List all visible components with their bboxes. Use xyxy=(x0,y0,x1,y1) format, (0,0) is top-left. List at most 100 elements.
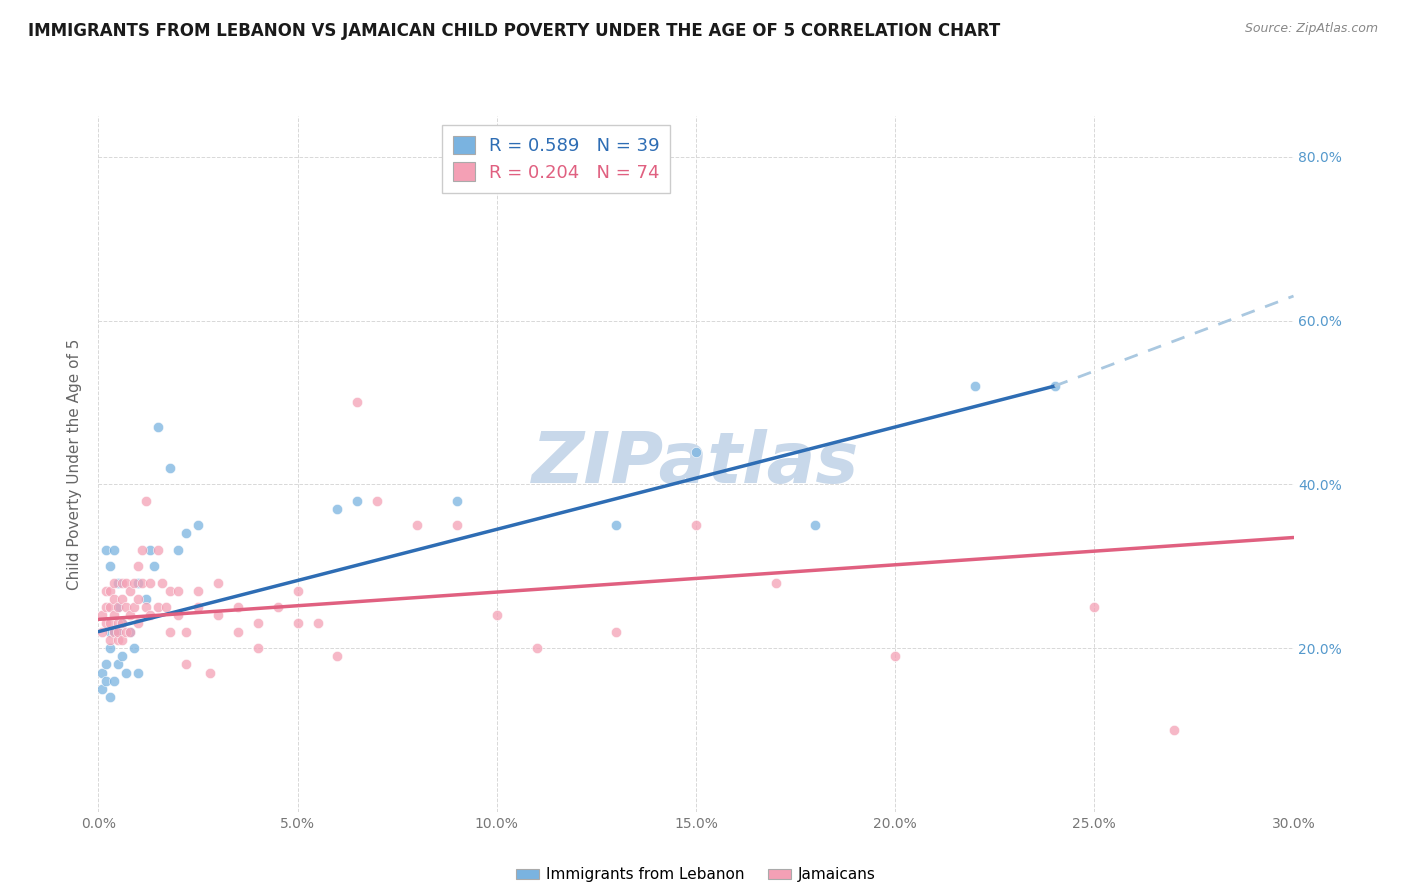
Point xyxy=(131,575,153,590)
Point xyxy=(346,493,368,508)
Point xyxy=(120,583,142,598)
Point xyxy=(267,600,290,615)
Point xyxy=(103,591,125,606)
Point xyxy=(111,649,134,664)
Point xyxy=(446,493,468,508)
Point xyxy=(139,542,162,557)
Y-axis label: Child Poverty Under the Age of 5: Child Poverty Under the Age of 5 xyxy=(67,338,83,590)
Point xyxy=(107,632,129,647)
Point xyxy=(187,518,209,533)
Point xyxy=(91,681,114,696)
Point xyxy=(207,608,229,623)
Point xyxy=(91,665,114,680)
Point xyxy=(143,559,166,574)
Point xyxy=(167,542,190,557)
Point xyxy=(187,583,209,598)
Point xyxy=(187,600,209,615)
Point xyxy=(148,600,170,615)
Point xyxy=(111,616,134,631)
Point xyxy=(107,616,129,631)
Point xyxy=(685,444,707,458)
Point xyxy=(100,632,122,647)
Point xyxy=(1083,600,1105,615)
Point xyxy=(115,575,138,590)
Point xyxy=(207,575,229,590)
Point xyxy=(159,624,181,639)
Point xyxy=(100,624,122,639)
Point xyxy=(1163,723,1185,737)
Point xyxy=(91,624,114,639)
Point xyxy=(307,616,329,631)
Point xyxy=(127,616,149,631)
Text: IMMIGRANTS FROM LEBANON VS JAMAICAN CHILD POVERTY UNDER THE AGE OF 5 CORRELATION: IMMIGRANTS FROM LEBANON VS JAMAICAN CHIL… xyxy=(28,22,1001,40)
Point xyxy=(124,575,146,590)
Point xyxy=(107,575,129,590)
Point xyxy=(139,608,162,623)
Point xyxy=(287,583,309,598)
Point xyxy=(111,616,134,631)
Point xyxy=(765,575,787,590)
Point xyxy=(100,559,122,574)
Point xyxy=(103,608,125,623)
Point xyxy=(167,608,190,623)
Point xyxy=(100,583,122,598)
Point xyxy=(111,591,134,606)
Point xyxy=(103,673,125,688)
Point xyxy=(346,395,368,409)
Point xyxy=(148,420,170,434)
Point xyxy=(103,542,125,557)
Point xyxy=(174,526,197,541)
Point xyxy=(96,583,118,598)
Point xyxy=(135,493,157,508)
Point xyxy=(226,600,249,615)
Point xyxy=(148,542,170,557)
Point xyxy=(135,600,157,615)
Point xyxy=(605,624,627,639)
Point xyxy=(287,616,309,631)
Point xyxy=(107,600,129,615)
Point xyxy=(174,657,197,672)
Point xyxy=(96,657,118,672)
Point xyxy=(103,575,125,590)
Point xyxy=(804,518,827,533)
Point xyxy=(103,624,125,639)
Point xyxy=(107,657,129,672)
Point xyxy=(115,665,138,680)
Point xyxy=(139,575,162,590)
Point xyxy=(103,624,125,639)
Point xyxy=(159,583,181,598)
Point xyxy=(111,632,134,647)
Point xyxy=(135,591,157,606)
Point xyxy=(884,649,907,664)
Point xyxy=(107,624,129,639)
Point xyxy=(100,616,122,631)
Point xyxy=(111,575,134,590)
Point xyxy=(96,673,118,688)
Point xyxy=(685,518,707,533)
Point xyxy=(155,600,177,615)
Text: Source: ZipAtlas.com: Source: ZipAtlas.com xyxy=(1244,22,1378,36)
Point xyxy=(226,624,249,639)
Point xyxy=(124,600,146,615)
Point xyxy=(107,600,129,615)
Point xyxy=(246,616,269,631)
Point xyxy=(406,518,429,533)
Point xyxy=(1043,379,1066,393)
Point xyxy=(150,575,173,590)
Point xyxy=(174,624,197,639)
Point xyxy=(100,640,122,655)
Point xyxy=(120,624,142,639)
Point xyxy=(96,600,118,615)
Point xyxy=(100,690,122,705)
Point xyxy=(115,624,138,639)
Point xyxy=(159,461,181,475)
Point xyxy=(963,379,986,393)
Point xyxy=(605,518,627,533)
Point xyxy=(120,624,142,639)
Legend: Immigrants from Lebanon, Jamaicans: Immigrants from Lebanon, Jamaicans xyxy=(509,861,883,888)
Point xyxy=(115,600,138,615)
Point xyxy=(127,559,149,574)
Point xyxy=(91,608,114,623)
Point xyxy=(96,616,118,631)
Point xyxy=(107,624,129,639)
